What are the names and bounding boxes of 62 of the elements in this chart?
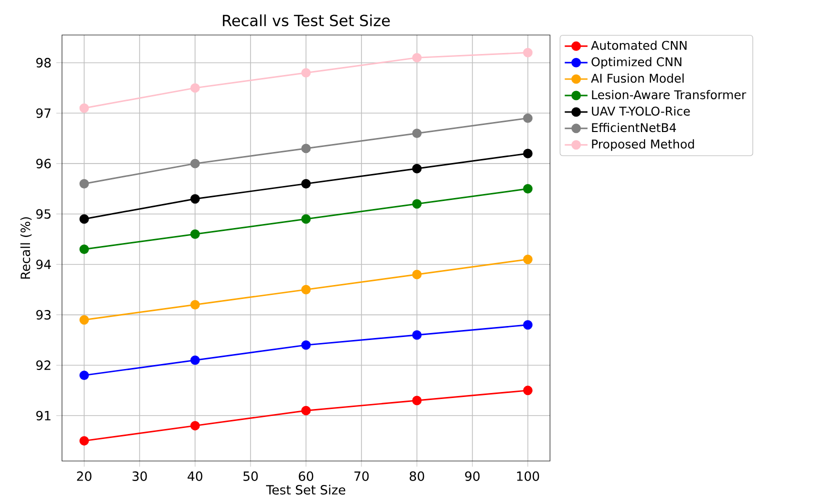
legend-label: UAV T-YOLO-Rice [592,106,690,116]
legend-label: Automated CNN [591,40,686,50]
point [301,144,311,154]
point [79,214,89,224]
point [79,103,89,113]
point [301,284,311,294]
point [301,214,311,224]
point [412,164,422,174]
y-tick-label: 92 [36,360,50,370]
point [523,48,533,58]
point [412,128,422,138]
point [79,315,89,325]
x-tick-label: 70 [354,471,369,481]
point [523,386,533,396]
x-tick-label: 80 [410,471,424,481]
y-tick-label: 93 [36,310,51,320]
point [190,158,200,168]
point [190,229,200,239]
y-tick-label: 94 [36,260,51,270]
y-tick-label: 98 [36,58,51,68]
x-tick-label: 50 [243,471,258,481]
x-tick-label: 60 [298,471,314,481]
y-tick-label: 96 [36,158,51,168]
point [523,148,533,158]
point [190,300,200,310]
point [190,83,200,93]
y-tick-label: 91 [36,410,50,420]
point [412,270,422,280]
point [301,340,311,350]
x-axis-title: Test Set Size [266,484,346,495]
x-tick-label: 40 [188,471,202,481]
y-tick-label: 97 [36,108,51,118]
point [190,355,200,365]
y-axis-title: Recall (%) [20,217,32,279]
point [523,320,533,330]
x-tick-label: 100 [517,471,540,481]
legend-label: Optimized CNN [592,57,682,69]
point [412,199,422,209]
point [301,406,311,416]
legend-label: Proposed Method [592,139,694,151]
x-tick-label: 30 [132,471,147,481]
point [79,244,89,254]
x-tick-label: 20 [77,471,92,481]
legend-label: Lesion-Aware Transformer [592,90,746,100]
point [301,178,311,188]
x-tick-label: 90 [465,471,480,481]
point [412,396,422,406]
point [301,68,311,78]
y-tick-label: 95 [36,209,50,219]
point [190,194,200,204]
chart-title: Recall vs Test Set Size [222,14,390,26]
point [523,184,533,194]
legend-label: EfficientNetB4 [592,122,676,132]
point [79,370,89,380]
point [412,330,422,340]
point [523,254,533,264]
legend-label: AI Fusion Model [591,74,684,83]
point [523,113,533,123]
point [79,178,89,188]
point [190,420,200,430]
point [412,52,422,62]
point [79,436,89,446]
